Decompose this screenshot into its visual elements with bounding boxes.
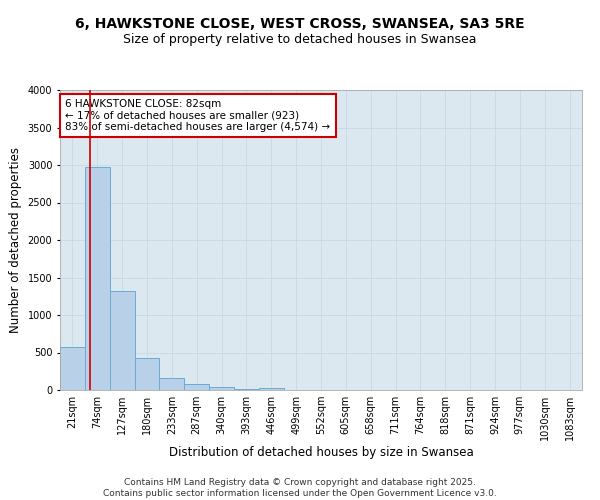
Bar — [209, 387, 234, 390]
Bar — [60, 346, 85, 390]
Text: 6, HAWKSTONE CLOSE, WEST CROSS, SWANSEA, SA3 5RE: 6, HAWKSTONE CLOSE, WEST CROSS, SWANSEA,… — [75, 18, 525, 32]
Text: 6 HAWKSTONE CLOSE: 82sqm
← 17% of detached houses are smaller (923)
83% of semi-: 6 HAWKSTONE CLOSE: 82sqm ← 17% of detach… — [65, 99, 331, 132]
Text: Size of property relative to detached houses in Swansea: Size of property relative to detached ho… — [123, 32, 477, 46]
X-axis label: Distribution of detached houses by size in Swansea: Distribution of detached houses by size … — [169, 446, 473, 458]
Bar — [134, 358, 160, 390]
Bar — [160, 378, 184, 390]
Bar — [259, 388, 284, 390]
Bar — [110, 291, 134, 390]
Bar — [85, 167, 110, 390]
Bar — [234, 388, 259, 390]
Y-axis label: Number of detached properties: Number of detached properties — [9, 147, 22, 333]
Text: Contains HM Land Registry data © Crown copyright and database right 2025.
Contai: Contains HM Land Registry data © Crown c… — [103, 478, 497, 498]
Bar — [184, 384, 209, 390]
